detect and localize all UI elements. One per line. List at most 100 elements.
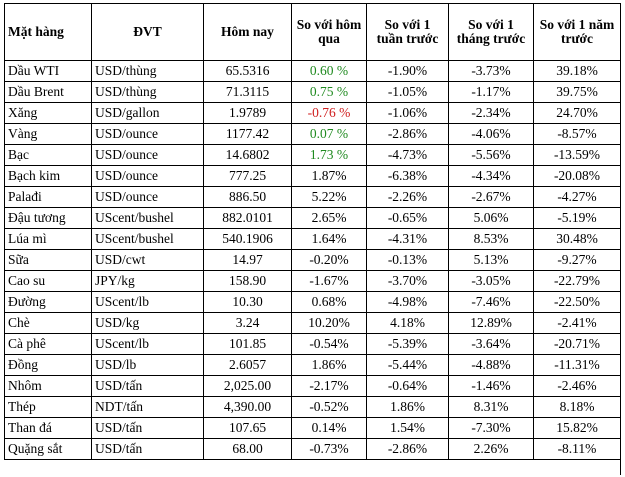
cell-vs-week: -4.98% [366,291,449,313]
cell-vs-year: -20.71% [533,333,621,355]
cell-vs-month: -3.73% [448,60,534,82]
cell-unit: USD/thùng [91,60,204,82]
cell-vs-week: -5.44% [366,354,449,376]
header-vs-week: So với 1 tuần trước [366,3,449,61]
cell-vs-year: -2.46% [533,375,621,397]
cell-item: Đồng [4,354,92,376]
table-row: Đường UScent/lb 10.30 0.68% -4.98% -7.46% -22.… [4,291,621,313]
cell-vs-yesterday: -0.73% [291,438,367,460]
header-vs-year: So với 1 năm trước [533,3,621,61]
cell-vs-month: 5.13% [448,249,534,271]
cell-today: 101.85 [203,333,292,355]
cell-today: 3.24 [203,312,292,334]
cell-vs-week: -3.70% [366,270,449,292]
cell-vs-week: -0.64% [366,375,449,397]
cell-unit: USD/lb [91,354,204,376]
table-row: Palađi USD/ounce 886.50 5.22% -2.26% -2.67% -4… [4,186,621,208]
cell-today: 71.3115 [203,81,292,103]
cell-unit: USD/kg [91,312,204,334]
cell-vs-month: -2.34% [448,102,534,124]
cell-unit: USD/tấn [91,417,204,439]
cell-vs-month: -7.46% [448,291,534,313]
cell-vs-year: 8.18% [533,396,621,418]
table-header: Mặt hàng ĐVT Hôm nay So với hôm qua So v… [4,3,621,61]
cell-unit: USD/ounce [91,165,204,187]
cell-vs-week: -4.73% [366,144,449,166]
cell-vs-month: 2.26% [448,438,534,460]
cell-today: 14.97 [203,249,292,271]
header-unit: ĐVT [91,3,204,61]
cell-vs-year: -5.19% [533,207,621,229]
cell-vs-year: 15.82% [533,417,621,439]
cell-vs-month: 5.06% [448,207,534,229]
cell-item: Cao su [4,270,92,292]
table-row: Bạch kim USD/ounce 777.25 1.87% -6.38% -4.34%… [4,165,621,187]
cell-vs-yesterday: -0.76 % [291,102,367,124]
cell-today: 158.90 [203,270,292,292]
cell-vs-yesterday: -1.67% [291,270,367,292]
cell-vs-year: -9.27% [533,249,621,271]
table-row: Xăng USD/gallon 1.9789 -0.76 % -1.06% -2.34% 2… [4,102,621,124]
cell-vs-yesterday: 0.14% [291,417,367,439]
cell-vs-yesterday: 1.86% [291,354,367,376]
cell-vs-month: -4.06% [448,123,534,145]
cell-vs-year: 39.75% [533,81,621,103]
cell-vs-week: -0.13% [366,249,449,271]
cell-unit: USD/cwt [91,249,204,271]
cell-unit: USD/ounce [91,144,204,166]
cell-today: 1177.42 [203,123,292,145]
header-vs-yesterday: So với hôm qua [291,3,367,61]
cell-unit: NDT/tấn [91,396,204,418]
edge-rule [620,455,621,475]
cell-vs-week: -5.39% [366,333,449,355]
cell-vs-yesterday: -0.54% [291,333,367,355]
table-row: Bạc USD/ounce 14.6802 1.73 % -4.73% -5.56% -13… [4,144,621,166]
cell-vs-month: -4.88% [448,354,534,376]
cell-item: Xăng [4,102,92,124]
cell-vs-yesterday: 10.20% [291,312,367,334]
cell-unit: USD/tấn [91,438,204,460]
cell-today: 2,025.00 [203,375,292,397]
cell-vs-month: -3.05% [448,270,534,292]
cell-vs-yesterday: 0.07 % [291,123,367,145]
cell-item: Than đá [4,417,92,439]
table-row: Than đá USD/tấn 107.65 0.14% 1.54% -7.30% 15.8… [4,417,621,439]
cell-item: Chè [4,312,92,334]
cell-today: 882.0101 [203,207,292,229]
cell-item: Quặng sắt [4,438,92,460]
cell-unit: UScent/bushel [91,207,204,229]
cell-today: 14.6802 [203,144,292,166]
cell-vs-week: 4.18% [366,312,449,334]
cell-vs-week: -1.06% [366,102,449,124]
cell-today: 107.65 [203,417,292,439]
cell-item: Dầu WTI [4,60,92,82]
cell-today: 777.25 [203,165,292,187]
table-row: Sữa USD/cwt 14.97 -0.20% -0.13% 5.13% -9.27% [4,249,621,271]
cell-vs-month: -5.56% [448,144,534,166]
cell-vs-year: -8.57% [533,123,621,145]
header-item: Mặt hàng [4,3,92,61]
cell-vs-yesterday: 0.68% [291,291,367,313]
cell-vs-month: -4.34% [448,165,534,187]
cell-item: Lúa mì [4,228,92,250]
table-row: Lúa mì UScent/bushel 540.1906 1.64% -4.31% 8.… [4,228,621,250]
cell-vs-year: -2.41% [533,312,621,334]
table-row: Quặng sắt USD/tấn 68.00 -0.73% -2.86% 2.26% -8… [4,438,621,460]
cell-vs-year: -4.27% [533,186,621,208]
cell-vs-month: 12.89% [448,312,534,334]
cell-vs-week: -2.26% [366,186,449,208]
cell-today: 1.9789 [203,102,292,124]
cell-vs-year: -20.08% [533,165,621,187]
cell-vs-week: 1.54% [366,417,449,439]
cell-vs-yesterday: 1.73 % [291,144,367,166]
cell-item: Vàng [4,123,92,145]
cell-today: 540.1906 [203,228,292,250]
cell-vs-week: -0.65% [366,207,449,229]
cell-vs-week: -6.38% [366,165,449,187]
cell-vs-year: -8.11% [533,438,621,460]
table-row: Dầu Brent USD/thùng 71.3115 0.75 % -1.05% -1.… [4,81,621,103]
cell-unit: UScent/lb [91,291,204,313]
cell-item: Cà phê [4,333,92,355]
cell-vs-year: -22.50% [533,291,621,313]
cell-vs-year: -22.79% [533,270,621,292]
